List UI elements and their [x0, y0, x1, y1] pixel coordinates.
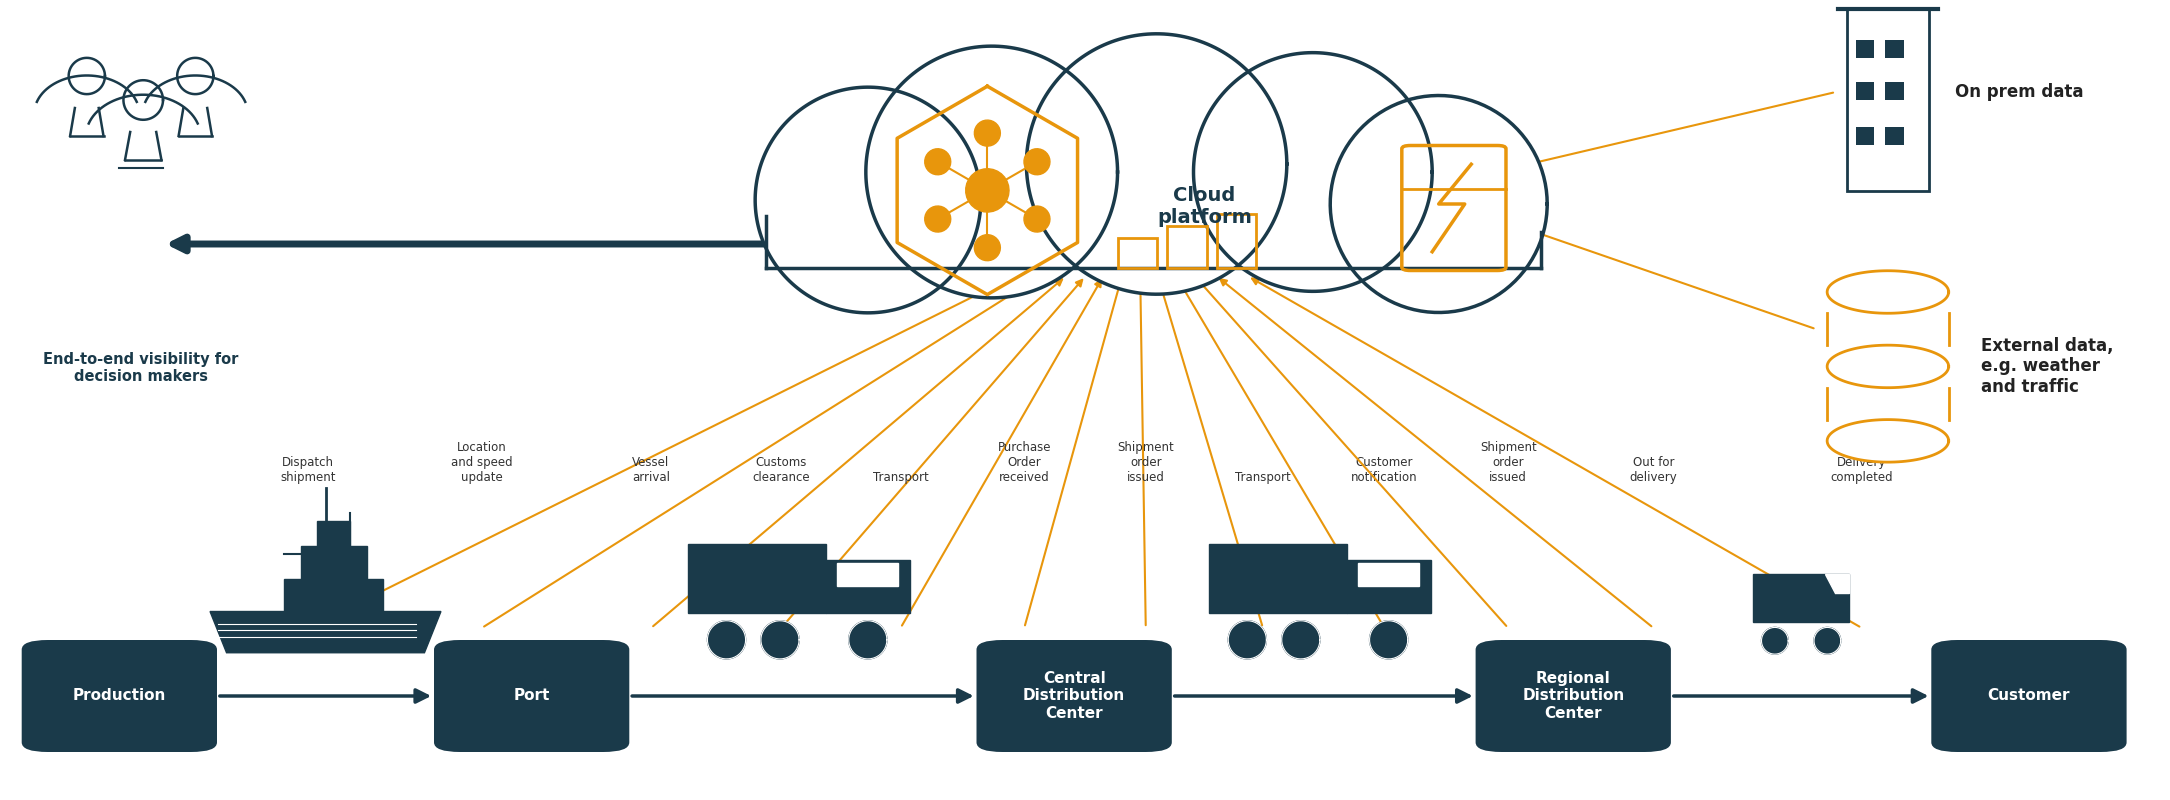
Text: On prem data: On prem data: [1955, 83, 2083, 101]
Polygon shape: [1762, 627, 1788, 654]
Text: Location
and speed
update: Location and speed update: [451, 441, 512, 484]
Polygon shape: [302, 546, 367, 578]
Polygon shape: [284, 578, 384, 611]
Polygon shape: [966, 169, 1009, 212]
Polygon shape: [1358, 563, 1419, 586]
Text: Production: Production: [72, 689, 167, 703]
Bar: [1886, 40, 1903, 58]
Polygon shape: [1194, 53, 1432, 291]
FancyBboxPatch shape: [1476, 640, 1671, 752]
Polygon shape: [210, 611, 441, 653]
Text: Cloud
platform: Cloud platform: [1157, 186, 1252, 227]
Text: Purchase
Order
received: Purchase Order received: [998, 441, 1050, 484]
Polygon shape: [1369, 621, 1408, 659]
Bar: [1886, 127, 1903, 146]
Polygon shape: [762, 621, 799, 659]
Polygon shape: [1827, 419, 1949, 462]
Polygon shape: [1348, 560, 1430, 613]
Text: Delivery
completed: Delivery completed: [1831, 456, 1892, 484]
Text: Port: Port: [514, 689, 549, 703]
Text: Shipment
order
issued: Shipment order issued: [1480, 441, 1536, 484]
Text: Shipment
order
issued: Shipment order issued: [1118, 441, 1174, 484]
Polygon shape: [1330, 95, 1547, 313]
Polygon shape: [1827, 270, 1949, 314]
Text: Customs
clearance: Customs clearance: [753, 456, 809, 484]
Polygon shape: [827, 560, 909, 613]
Text: End-to-end visibility for
decision makers: End-to-end visibility for decision maker…: [43, 352, 239, 384]
Bar: [1118, 238, 1157, 268]
Text: Central
Distribution
Center: Central Distribution Center: [1022, 671, 1126, 721]
Bar: [1886, 82, 1903, 100]
Polygon shape: [974, 234, 1000, 261]
Bar: [1855, 40, 1875, 58]
Polygon shape: [1209, 544, 1348, 613]
Bar: [1167, 226, 1207, 268]
Polygon shape: [1282, 621, 1319, 659]
FancyBboxPatch shape: [434, 640, 629, 752]
Polygon shape: [688, 544, 827, 613]
Polygon shape: [755, 87, 981, 313]
Polygon shape: [974, 120, 1000, 146]
Bar: [1217, 214, 1256, 268]
Text: Regional
Distribution
Center: Regional Distribution Center: [1521, 671, 1625, 721]
Text: Customer: Customer: [1988, 689, 2070, 703]
Polygon shape: [924, 149, 950, 174]
Text: Dispatch
shipment: Dispatch shipment: [280, 456, 336, 484]
Polygon shape: [1753, 574, 1849, 622]
Polygon shape: [1814, 627, 1840, 654]
FancyBboxPatch shape: [1931, 640, 2127, 752]
Text: Customer
notification: Customer notification: [1352, 456, 1417, 484]
Polygon shape: [1228, 621, 1267, 659]
Text: Out for
delivery: Out for delivery: [1630, 456, 1677, 484]
Polygon shape: [838, 563, 898, 586]
Polygon shape: [1825, 574, 1849, 593]
Polygon shape: [848, 621, 888, 659]
Text: Transport: Transport: [1235, 471, 1291, 484]
Text: Transport: Transport: [872, 471, 929, 484]
Polygon shape: [317, 521, 349, 546]
Polygon shape: [707, 621, 746, 659]
Polygon shape: [1026, 34, 1287, 294]
Text: Vessel
arrival: Vessel arrival: [631, 456, 671, 484]
Polygon shape: [1024, 149, 1050, 174]
Polygon shape: [866, 46, 1118, 298]
Polygon shape: [1024, 206, 1050, 232]
Polygon shape: [924, 206, 950, 232]
FancyBboxPatch shape: [22, 640, 217, 752]
Bar: [1855, 82, 1875, 100]
Polygon shape: [1827, 345, 1949, 388]
FancyBboxPatch shape: [976, 640, 1172, 752]
Polygon shape: [766, 232, 1541, 268]
Bar: [1855, 127, 1875, 146]
Text: External data,
e.g. weather
and traffic: External data, e.g. weather and traffic: [1981, 337, 2114, 396]
